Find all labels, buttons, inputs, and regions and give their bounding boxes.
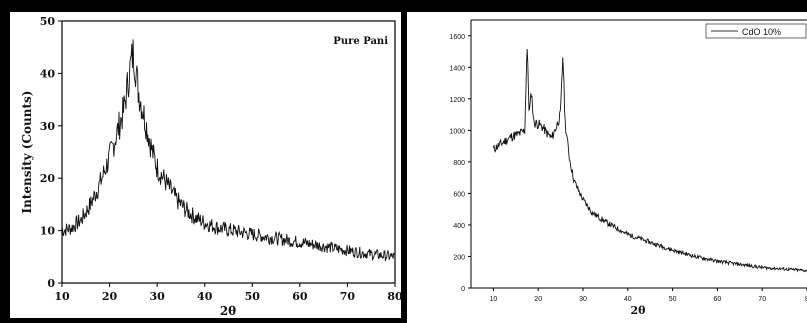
- x-tick-label-left: 20: [102, 290, 118, 303]
- y-tick-label-left: 20: [40, 172, 56, 185]
- y-tick-label-right: 400: [453, 223, 465, 230]
- y-tick-label-left: 40: [40, 67, 56, 80]
- y-tick-label-right: 1400: [449, 65, 465, 72]
- legend-box-right: [705, 23, 807, 39]
- x-axis-label-right: 2θ: [631, 304, 646, 317]
- legend-label-cdo-10: CdO 10%: [742, 27, 781, 37]
- y-tick-label-right: 600: [453, 191, 465, 198]
- x-tick-label-right: 8: [805, 296, 807, 303]
- y-tick-label-left: 30: [40, 120, 56, 133]
- y-tick-label-left: 0: [47, 277, 55, 290]
- y-tick-label-right: 800: [453, 160, 465, 167]
- frame-divider: [401, 0, 407, 323]
- x-tick-label-right: 70: [758, 296, 766, 303]
- x-tick-label-right: 40: [624, 296, 632, 303]
- x-tick-label-left: 60: [292, 290, 308, 303]
- x-tick-label-left: 30: [149, 290, 165, 303]
- x-tick-label-left: 50: [245, 290, 261, 303]
- x-ticks-left: 10 20 30 40 50 60 70 80: [54, 283, 403, 303]
- y-axis-label-left: Intensity (Counts): [20, 91, 34, 214]
- y-tick-label-left: 10: [40, 225, 56, 238]
- x-axis-label-left: 2θ: [220, 304, 236, 318]
- y-tick-label-left: 50: [40, 15, 56, 28]
- frame-bottom-left: [0, 318, 407, 323]
- series-line-pure-pani: [61, 39, 396, 262]
- x-tick-label-right: 30: [579, 296, 587, 303]
- y-tick-label-right: 1600: [449, 34, 465, 41]
- x-tick-label-right: 50: [669, 296, 677, 303]
- x-tick-label-left: 80: [387, 290, 403, 303]
- x-tick-label-right: 60: [714, 296, 722, 303]
- x-tick-label-left: 40: [197, 290, 213, 303]
- y-tick-label-right: 1000: [449, 128, 465, 135]
- series-line-cdo-10: [492, 48, 807, 273]
- x-tick-label-left: 10: [54, 290, 70, 303]
- y-ticks-right: 0 200 400 600 800 1000 1200 1400 1600: [449, 34, 471, 293]
- x-ticks-right: 10 20 30 40 50 60 70 8: [490, 288, 807, 303]
- x-tick-label-right: 10: [490, 296, 498, 303]
- x-tick-label-left: 70: [340, 290, 356, 303]
- legend-label-pure-pani: Pure Pani: [333, 36, 388, 47]
- x-tick-label-right: 20: [534, 296, 542, 303]
- y-ticks-left: 0 10 20 30 40 50: [40, 15, 62, 290]
- y-tick-label-right: 200: [453, 254, 465, 261]
- panel-right-bg: [407, 12, 807, 323]
- frame-left-bar: [0, 0, 10, 323]
- panel-left-bg: [10, 12, 401, 318]
- y-tick-label-right: 1200: [449, 97, 465, 104]
- plot-frame-left: [61, 20, 396, 284]
- chart-right: 0 200 400 600 800 1000 1200 1400 1600 10 20 30 40 50…: [449, 19, 807, 317]
- y-tick-label-right: 0: [461, 286, 465, 293]
